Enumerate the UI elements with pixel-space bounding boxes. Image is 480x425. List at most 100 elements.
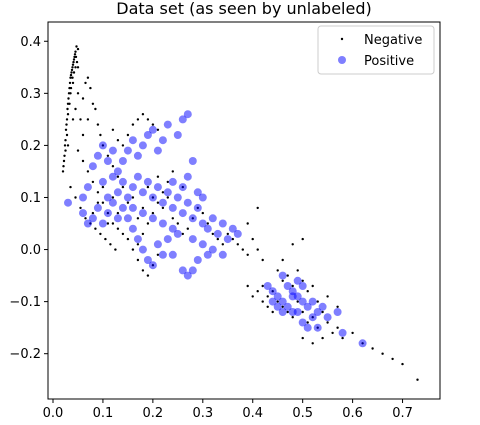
negative-point	[111, 196, 115, 199]
legend: Negative Positive	[317, 25, 435, 75]
negative-point	[266, 305, 269, 308]
negative-point	[74, 196, 77, 199]
chart-title: Data set (as seen by unlabeled)	[116, 0, 371, 18]
negative-point	[251, 237, 254, 241]
negative-point	[65, 123, 68, 126]
negative-point	[416, 378, 419, 381]
negative-point	[71, 81, 75, 85]
negative-point	[221, 243, 224, 246]
negative-point	[70, 71, 73, 74]
y-tick-label: −0.2	[9, 347, 41, 362]
positive-point	[148, 214, 157, 223]
negative-point	[72, 71, 76, 74]
negative-point	[91, 180, 95, 184]
negative-point	[89, 86, 92, 90]
x-tick-label: 0.1	[93, 406, 114, 421]
positive-point	[178, 209, 187, 218]
negative-point	[156, 201, 160, 204]
negative-point	[116, 211, 120, 215]
positive-point	[153, 146, 162, 155]
negative-point	[62, 165, 65, 168]
negative-point	[96, 123, 100, 126]
legend-box	[317, 25, 435, 75]
positive-point	[173, 229, 182, 238]
positive-point	[168, 203, 177, 212]
positive-point	[108, 172, 117, 181]
positive-point	[133, 235, 142, 244]
negative-point	[74, 50, 77, 53]
positive-point	[268, 297, 277, 306]
negative-point	[64, 149, 67, 152]
negative-point	[391, 357, 394, 361]
plot-frame	[47, 21, 441, 400]
y-tick-label: 0.3	[20, 87, 41, 102]
positive-point	[143, 177, 152, 186]
positive-point	[308, 297, 317, 306]
positive-point	[313, 323, 322, 332]
negative-point	[101, 185, 105, 189]
negative-point	[311, 342, 314, 345]
negative-point	[136, 217, 140, 220]
positive-point	[278, 308, 287, 316]
positive-point	[263, 282, 272, 290]
negative-point	[64, 128, 68, 131]
negative-point	[306, 321, 309, 324]
negative-point	[84, 217, 87, 220]
negative-point	[69, 73, 73, 77]
negative-point	[126, 201, 130, 204]
negative-point	[161, 206, 165, 210]
negative-point	[401, 362, 404, 366]
positive-point	[128, 183, 137, 192]
negative-point	[126, 237, 130, 241]
negative-point	[136, 118, 140, 121]
positive-point	[183, 110, 192, 119]
positive-point	[198, 193, 207, 202]
positive-point	[158, 219, 167, 228]
negative-point	[126, 133, 130, 137]
positive-point	[298, 318, 307, 327]
negative-point	[68, 102, 71, 106]
negative-point	[266, 295, 269, 298]
negative-point	[301, 336, 304, 340]
negative-point	[136, 258, 140, 262]
positive-point	[318, 302, 327, 311]
positive-point	[83, 183, 92, 192]
negative-point	[79, 118, 82, 121]
positive-point	[123, 146, 132, 155]
negative-point	[69, 185, 72, 189]
negative-point	[69, 92, 72, 95]
negative-point	[104, 237, 107, 241]
positive-point	[118, 157, 127, 165]
negative-point	[106, 222, 110, 225]
negative-point	[79, 206, 82, 210]
positive-point	[138, 188, 147, 197]
negative-point	[75, 60, 79, 64]
positive-point	[113, 167, 122, 176]
negative-point	[311, 284, 314, 288]
negative-point	[69, 86, 73, 90]
positive-point	[138, 245, 147, 254]
positive-point	[158, 250, 167, 259]
positive-point	[123, 214, 132, 223]
positive-point	[148, 125, 157, 134]
positive-point	[233, 229, 242, 238]
negative-point	[256, 206, 259, 210]
y-tick-label: 0.0	[20, 243, 41, 258]
positive-point	[128, 136, 137, 145]
positive-point	[118, 203, 127, 212]
x-tick-label: 0.3	[192, 406, 213, 421]
negative-point	[91, 211, 95, 215]
negative-point	[371, 347, 374, 350]
negative-point	[321, 336, 324, 340]
negative-point	[63, 154, 66, 157]
negative-point	[74, 55, 78, 59]
positive-point	[268, 287, 277, 296]
negative-point	[246, 222, 249, 225]
positive-point	[178, 266, 187, 275]
negative-point	[226, 232, 229, 236]
negative-point	[331, 331, 334, 335]
negative-point	[76, 149, 80, 152]
positive-point	[178, 183, 187, 192]
negative-point	[72, 60, 75, 64]
positive-point	[138, 141, 147, 150]
